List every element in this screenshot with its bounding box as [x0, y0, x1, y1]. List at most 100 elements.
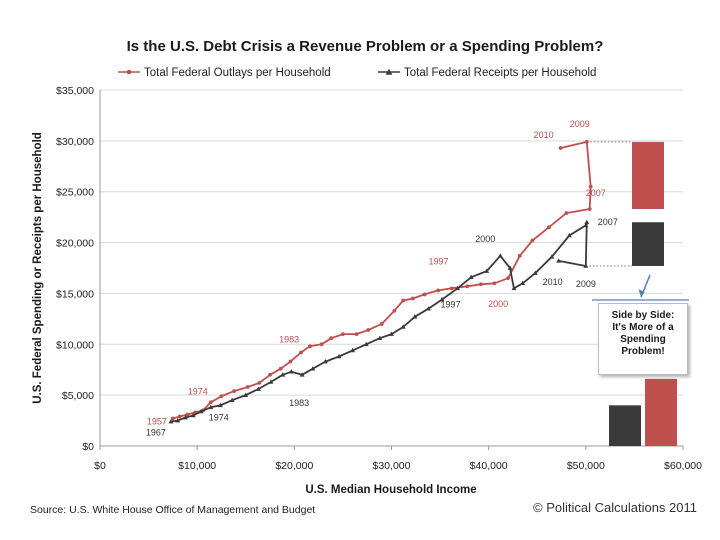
receipts-point [198, 408, 204, 414]
guide-lines [585, 141, 632, 267]
source-note: Source: U.S. White House Office of Manag… [30, 504, 315, 516]
outlays-point [410, 296, 415, 301]
outlays-point [436, 288, 441, 293]
callout-line-4: Problem! [621, 346, 665, 357]
x-tick-label: $50,000 [567, 460, 605, 472]
outlays-point [170, 416, 175, 421]
year-label-receipts: 2007 [598, 217, 618, 227]
year-label-outlays: 1983 [279, 334, 299, 344]
outlays-point [564, 211, 569, 215]
callout-line-2: It's More of a [612, 322, 674, 333]
outlays-point [465, 284, 470, 289]
year-label-outlays: 1997 [429, 256, 449, 266]
outlays-point [307, 344, 312, 349]
receipts-point [455, 285, 460, 291]
receipts-point [497, 253, 503, 258]
y-tick-label: $0 [82, 441, 94, 453]
data-series [168, 139, 593, 424]
outlays-point [401, 298, 406, 303]
bar-receipts-side [609, 405, 641, 446]
outlays-point [341, 332, 345, 337]
year-label-outlays: 2010 [534, 130, 554, 140]
outlays-point [185, 412, 190, 417]
x-tick-label: $60,000 [664, 460, 702, 472]
y-tick-label: $20,000 [56, 238, 94, 250]
outlays-point [288, 359, 293, 364]
receipts-point [310, 366, 316, 371]
x-tick-label: $20,000 [275, 460, 313, 472]
bar-outlays-gap [632, 141, 664, 210]
outlays-point [506, 276, 510, 281]
comparison-bars [609, 141, 677, 446]
outlays-point [177, 414, 182, 419]
receipts-point [336, 353, 342, 359]
outlays-point [278, 366, 283, 371]
outlays-point [584, 139, 589, 144]
year-label-outlays: 2007 [586, 188, 606, 198]
year-label-outlays: 1974 [188, 386, 208, 396]
receipts-point [168, 418, 174, 424]
y-tick-label: $10,000 [56, 339, 94, 351]
x-axis-label: U.S. Median Household Income [305, 484, 476, 496]
outlays-point [232, 389, 236, 393]
outlays-point [354, 332, 359, 337]
receipts-point [190, 412, 196, 418]
series-outlays-line [172, 140, 592, 420]
receipts-point [323, 358, 328, 364]
legend: Total Federal Outlays per Household Tota… [118, 67, 596, 79]
receipts-point [412, 314, 418, 319]
outlays-point [392, 308, 397, 313]
year-label-receipts: 1974 [209, 412, 229, 422]
outlays-point [449, 286, 454, 291]
receipts-point [511, 285, 517, 291]
receipts-point [556, 258, 562, 263]
legend-receipts-label: Total Federal Receipts per Household [404, 67, 596, 79]
outlays-point [208, 400, 213, 405]
year-label-receipts: 2010 [543, 277, 563, 287]
receipts-point [439, 296, 445, 302]
receipts-point [280, 372, 286, 377]
receipts-point [583, 222, 589, 228]
outlays-point [587, 207, 592, 211]
receipts-point [400, 324, 406, 329]
receipts-point [377, 335, 383, 340]
year-label-receipts: 1997 [441, 299, 461, 309]
receipts-point [208, 404, 214, 410]
year-label-receipts: 1967 [146, 428, 166, 438]
callout-box: Side by Side: It's More of a Spending Pr… [598, 303, 688, 375]
outlays-point [588, 184, 593, 189]
outlays-point [492, 281, 497, 286]
receipts-point [229, 397, 235, 403]
y-tick-label: $30,000 [56, 136, 94, 148]
outlays-point [268, 372, 272, 377]
year-annotations: 1957 1974 1983 1997 2000 2007 2009 2010 1967 1974… [146, 119, 618, 438]
receipts-point [350, 347, 356, 353]
outlays-point [329, 336, 334, 341]
receipts-point [426, 306, 431, 311]
receipts-point [566, 232, 572, 238]
outlays-point [366, 328, 371, 332]
year-label-outlays: 1957 [147, 417, 167, 427]
bar-receipts-gap [632, 222, 664, 266]
callout-line-3: Spending [620, 334, 666, 345]
legend-outlays-marker [126, 69, 132, 75]
receipts-point [255, 386, 261, 391]
year-label-outlays: 2000 [488, 299, 508, 309]
chart-title: Is the U.S. Debt Crisis a Revenue Proble… [127, 38, 604, 55]
outlays-point [530, 238, 535, 243]
receipts-point [389, 331, 394, 336]
receipts-point [268, 379, 274, 384]
year-label-receipts: 1983 [289, 398, 309, 408]
receipts-point [243, 392, 249, 397]
callout-arrow-head [638, 289, 645, 297]
legend-receipts-marker [385, 68, 393, 75]
y-axis-label: U.S. Federal Spending or Receipts per Ho… [32, 132, 44, 404]
receipts-point [584, 219, 590, 225]
receipts-point [532, 270, 538, 275]
x-tick-labels: $0 $10,000 $20,000 $30,000 $40,000 $50,000 $60… [94, 460, 702, 472]
outlays-point [319, 342, 324, 347]
receipts-point [484, 268, 490, 273]
receipts-point [363, 341, 369, 347]
outlays-point [517, 253, 522, 258]
